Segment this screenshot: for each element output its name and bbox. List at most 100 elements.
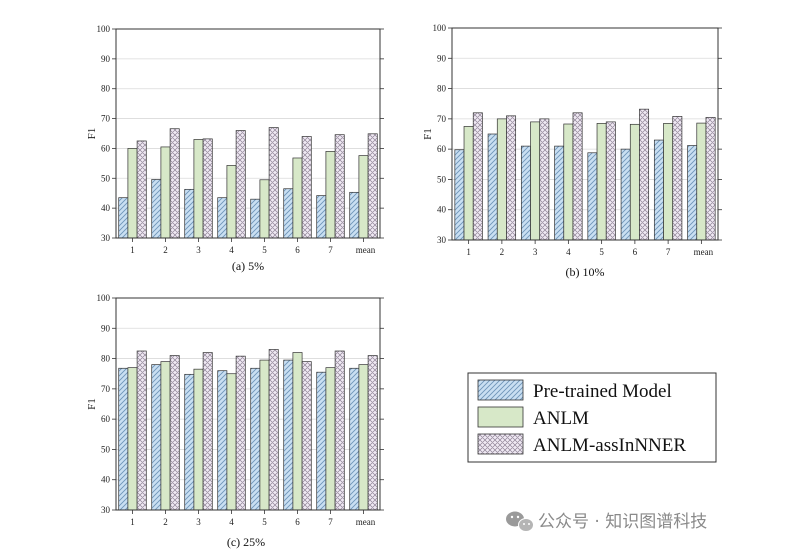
plot-frame <box>115 297 381 511</box>
bar-pretrained <box>217 370 228 511</box>
bar-anlm <box>696 122 707 241</box>
bar-pretrained <box>520 145 531 241</box>
bar-anlm-assinnner <box>136 350 147 511</box>
x-tick-label: 5 <box>262 245 267 255</box>
chart-caption: (a) 5% <box>232 259 264 273</box>
y-tick-label: 70 <box>101 384 111 394</box>
legend-label-anlm: ANLM <box>533 408 589 429</box>
legend-swatch-anlm-assinnner <box>477 433 524 455</box>
x-tick-label: 1 <box>130 245 135 255</box>
y-tick-label: 70 <box>437 114 447 124</box>
bar-anlm-assinnner <box>367 133 378 239</box>
bar-anlm <box>193 368 204 511</box>
y-tick-label: 60 <box>101 143 111 153</box>
y-tick-label: 30 <box>101 505 111 515</box>
y-tick-label: 50 <box>437 174 447 184</box>
y-tick-label: 100 <box>433 23 447 33</box>
x-tick-label: 6 <box>295 245 300 255</box>
bar-pretrained <box>250 367 261 511</box>
bar-pretrained <box>118 367 129 511</box>
bar-anlm <box>563 123 574 241</box>
bar-pretrained <box>487 133 498 241</box>
bar-anlm-assinnner <box>301 136 312 239</box>
bar-pretrained <box>454 149 465 241</box>
bar-pretrained <box>554 145 565 241</box>
bar-anlm-assinnner <box>705 116 716 241</box>
bar-anlm-assinnner <box>169 355 180 511</box>
x-tick-label: 6 <box>295 517 300 527</box>
bar-anlm-assinnner <box>202 138 213 239</box>
bar-anlm-assinnner <box>268 349 279 511</box>
y-axis-label: F1 <box>86 398 98 410</box>
bar-anlm-assinnner <box>235 130 246 239</box>
y-tick-label: 80 <box>101 84 111 94</box>
chart-panel-c: 30 40 50 60 70 80 90 100 1 2 3 4 5 6 7 mean F1 (c) 25% <box>86 293 384 549</box>
bar-anlm <box>663 123 674 241</box>
y-tick-label: 60 <box>101 414 111 424</box>
bar-anlm <box>160 146 171 239</box>
bar-anlm <box>259 179 270 239</box>
bar-anlm <box>193 139 204 239</box>
wechat-icon <box>506 511 534 532</box>
bar-anlm <box>259 359 270 511</box>
bar-anlm <box>358 155 369 239</box>
bar-anlm <box>596 123 607 241</box>
y-tick-label: 50 <box>101 444 111 454</box>
bar-anlm-assinnner <box>506 115 517 241</box>
bar-anlm <box>127 367 138 511</box>
y-tick-label: 100 <box>97 293 111 303</box>
bar-pretrained <box>653 139 664 241</box>
y-axis-label: F1 <box>86 128 98 140</box>
y-tick-label: 80 <box>101 354 111 364</box>
legend-label-anlm-assinnner: ANLM-assInNNER <box>533 435 686 456</box>
bar-anlm <box>160 361 171 511</box>
bar-anlm <box>325 367 336 511</box>
x-tick-label: 5 <box>262 517 267 527</box>
bar-pretrained <box>687 145 698 241</box>
bar-anlm-assinnner <box>301 361 312 511</box>
y-tick-label: 40 <box>437 205 447 215</box>
bar-anlm <box>463 126 474 241</box>
bar-anlm <box>496 118 507 241</box>
chart-caption: (c) 25% <box>227 535 265 549</box>
bar-pretrained <box>620 148 631 241</box>
bar-pretrained <box>151 364 162 511</box>
legend: Pre-trained Model ANLM ANLM-assInNNER <box>467 372 717 463</box>
bar-pretrained <box>250 198 261 239</box>
bar-anlm-assinnner <box>472 112 483 241</box>
y-tick-label: 90 <box>101 54 111 64</box>
y-tick-label: 70 <box>101 114 111 124</box>
bar-anlm-assinnner <box>202 352 213 511</box>
x-tick-label: mean <box>356 245 376 255</box>
bar-anlm <box>292 352 303 511</box>
bar-pretrained <box>184 188 195 239</box>
x-tick-label: 2 <box>163 517 168 527</box>
bar-pretrained <box>118 197 129 239</box>
x-tick-label: 4 <box>229 245 234 255</box>
plot-frame <box>115 28 381 239</box>
y-tick-label: 40 <box>101 475 111 485</box>
bar-anlm-assinnner <box>169 128 180 239</box>
bar-anlm-assinnner <box>334 134 345 239</box>
bar-anlm-assinnner <box>672 116 683 241</box>
x-tick-label: 4 <box>566 247 571 257</box>
y-tick-label: 40 <box>101 203 111 213</box>
bar-anlm-assinnner <box>639 108 650 241</box>
legend-label-pretrained: Pre-trained Model <box>533 381 672 402</box>
chart-caption: (b) 10% <box>566 265 605 279</box>
watermark: 公众号 · 知识图谱科技 <box>506 511 707 532</box>
x-tick-label: mean <box>694 247 714 257</box>
x-tick-label: mean <box>356 517 376 527</box>
bar-anlm-assinnner <box>268 127 279 239</box>
x-tick-label: 2 <box>500 247 505 257</box>
bar-pretrained <box>283 359 294 511</box>
bar-anlm <box>629 123 640 241</box>
bar-pretrained <box>349 367 360 511</box>
y-tick-label: 80 <box>437 84 447 94</box>
y-axis-label: F1 <box>422 128 434 140</box>
bar-pretrained <box>587 152 598 241</box>
x-tick-label: 7 <box>666 247 671 257</box>
bar-anlm <box>226 165 237 239</box>
bar-pretrained <box>316 371 327 511</box>
legend-swatch-anlm <box>477 406 524 428</box>
